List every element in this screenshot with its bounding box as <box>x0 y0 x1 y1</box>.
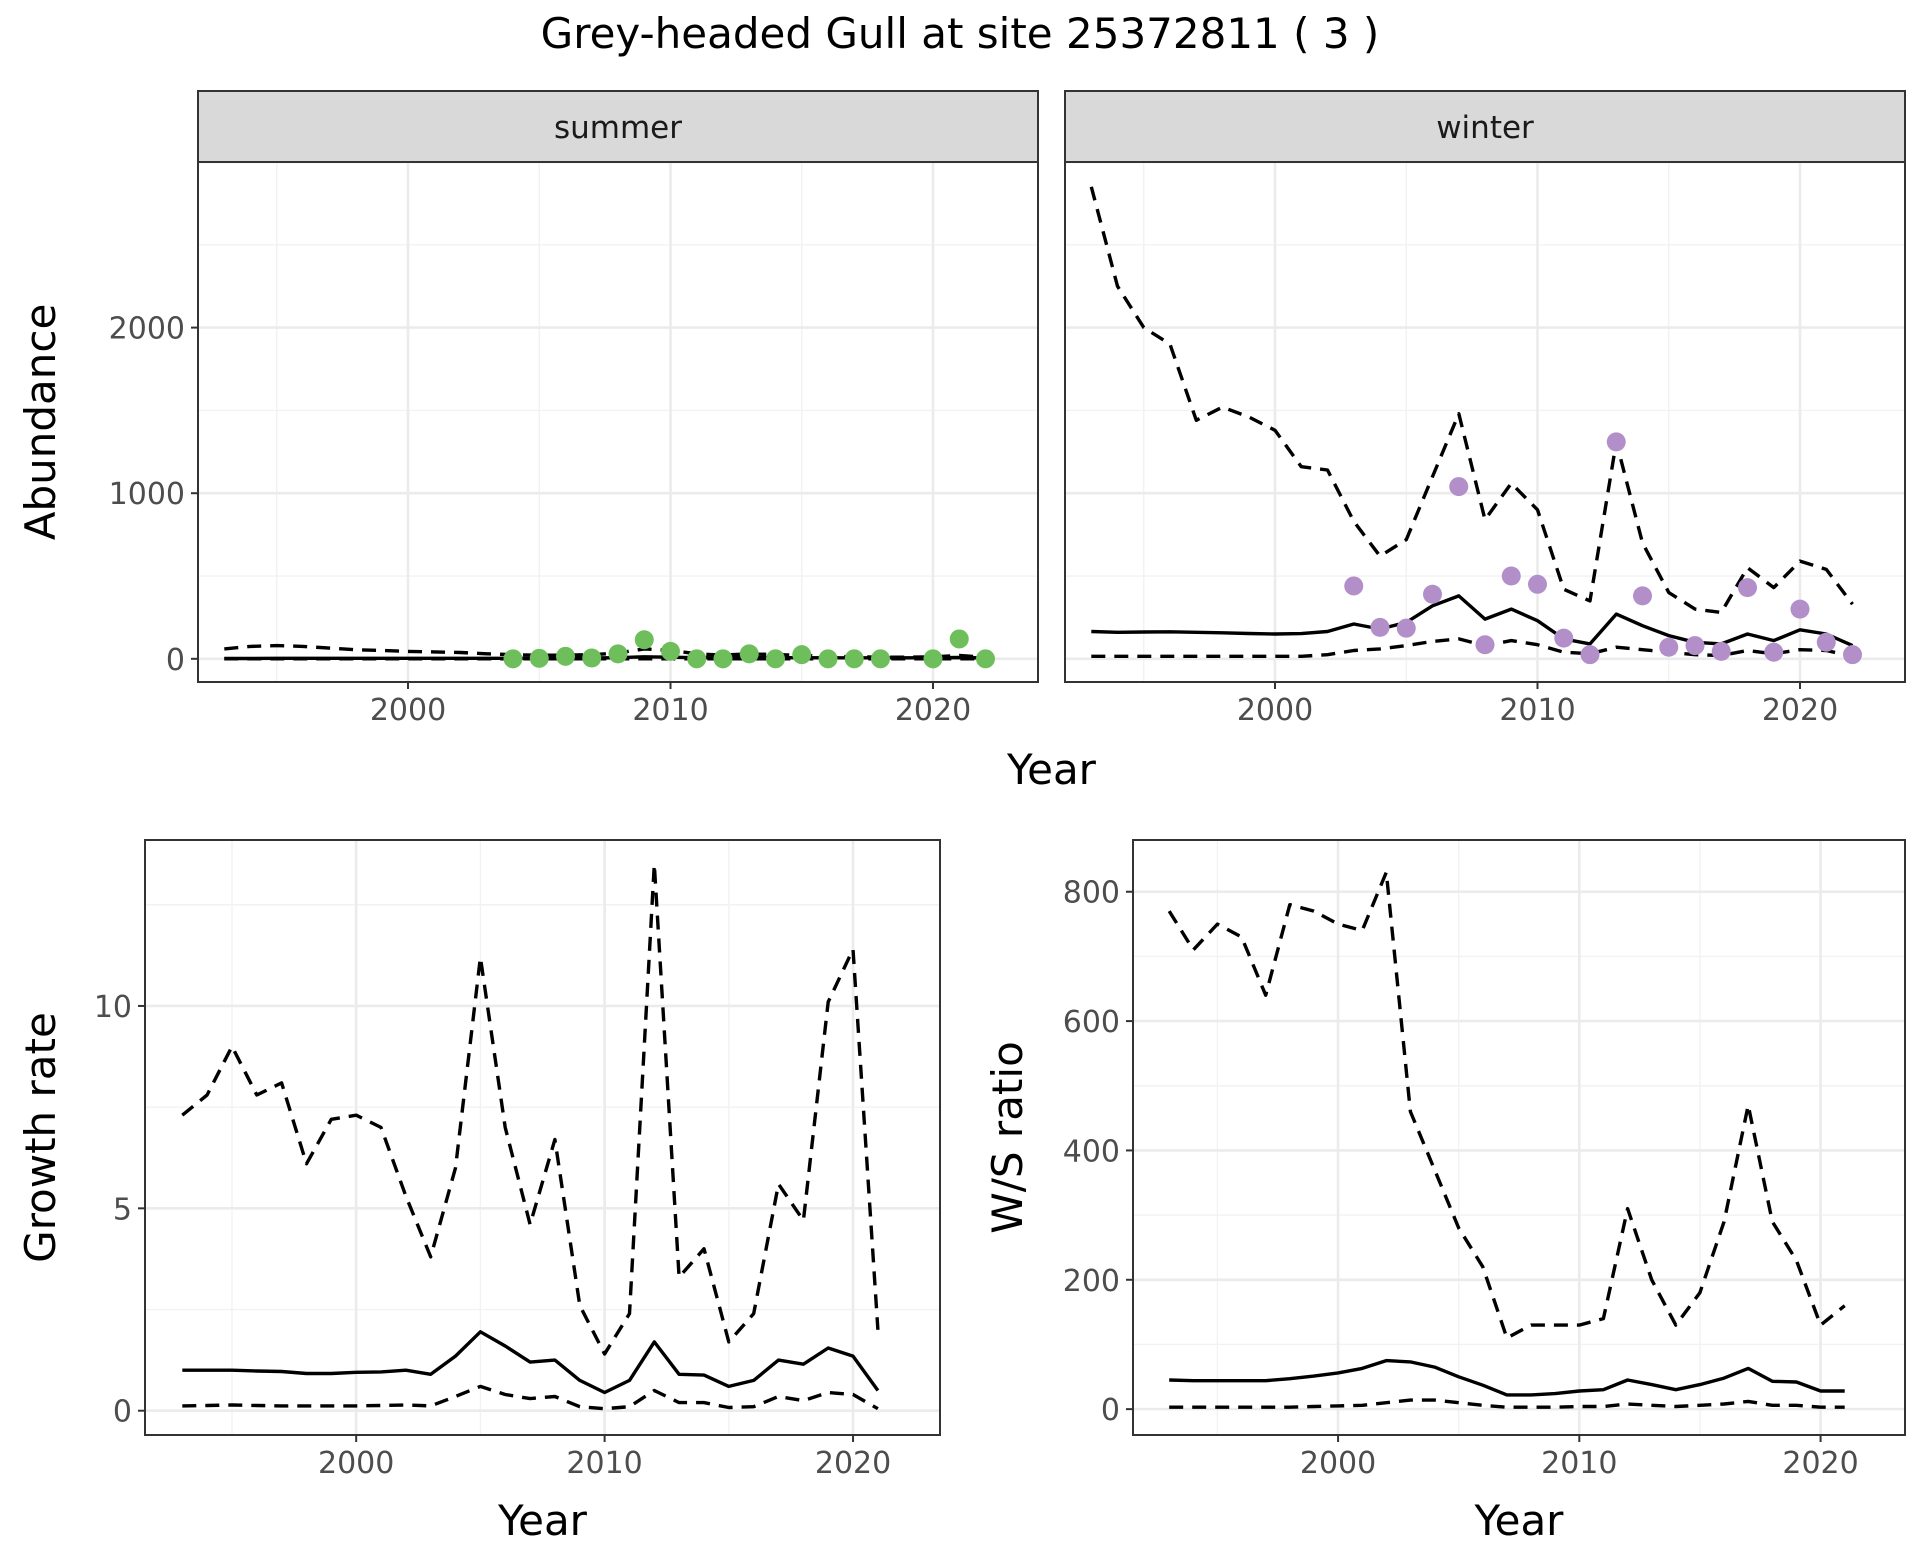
observation-point <box>608 644 628 664</box>
x-tick-label: 2010 <box>1541 1446 1617 1481</box>
facet-strip <box>1064 90 1906 163</box>
observation-point <box>1764 642 1784 662</box>
x-tick-label: 2000 <box>318 1446 394 1481</box>
x-tick-label: 2000 <box>370 693 446 728</box>
observation-point <box>792 645 812 665</box>
lower-bound-line <box>1091 637 1853 658</box>
lower-bound-line <box>182 1384 879 1411</box>
ws-y-axis-title: W/S ratio <box>983 1041 1032 1234</box>
upper-bound-line <box>224 643 986 659</box>
observation-point <box>1344 576 1364 596</box>
y-tick-label: 1000 <box>109 477 185 512</box>
ws-ratio-panel: W/S ratio Year 2000 2010 2020 0 200 400 600 800 <box>983 839 1906 1545</box>
x-tick-label: 2020 <box>1782 1446 1858 1481</box>
x-tick-label: 2020 <box>895 693 971 728</box>
observation-point <box>1790 599 1810 619</box>
x-tick-label: 2010 <box>632 693 708 728</box>
panel-border <box>1064 161 1906 683</box>
observation-point <box>1423 584 1442 604</box>
figure-title: Grey-headed Gull at site 25372811 ( 3 ) <box>541 9 1380 58</box>
observation-point <box>1554 628 1574 648</box>
observation-point <box>1711 641 1731 661</box>
x-tick-label: 2000 <box>1237 693 1313 728</box>
observation-point <box>1501 566 1521 586</box>
observation-point <box>661 641 680 661</box>
y-tick-label: 0 <box>1101 1393 1120 1428</box>
observation-point <box>1396 618 1416 638</box>
upper-bound-line <box>181 862 880 1356</box>
abundance-x-axis-title: Year <box>1006 745 1097 794</box>
upper-bound-line <box>1089 186 1854 615</box>
ws-x-axis-title: Year <box>1474 1496 1565 1545</box>
x-tick-label: 2020 <box>815 1446 891 1481</box>
growth-rate-panel: Growth rate Year 2000 2010 2020 0 5 10 <box>16 839 941 1545</box>
observation-point <box>766 649 785 669</box>
estimate-line <box>182 1330 880 1395</box>
observation-point <box>1738 578 1757 598</box>
facet-strip-label: summer <box>554 110 682 146</box>
observation-point <box>556 646 575 666</box>
observation-point <box>1606 432 1626 452</box>
y-tick-label: 200 <box>1063 1264 1120 1299</box>
y-tick-label: 0 <box>166 643 185 678</box>
y-tick-label: 5 <box>113 1192 132 1227</box>
observation-point <box>739 644 759 664</box>
x-tick-label: 2020 <box>1762 693 1838 728</box>
y-tick-label: 600 <box>1063 1005 1120 1040</box>
observation-point <box>687 649 707 669</box>
observation-point <box>634 630 654 650</box>
x-tick-label: 2010 <box>1499 693 1575 728</box>
observation-point <box>1370 617 1390 637</box>
observation-point <box>871 649 890 669</box>
observation-point <box>1685 636 1705 656</box>
observation-point <box>923 649 943 669</box>
growth-x-axis-title: Year <box>497 1496 588 1545</box>
abundance-panel-winter: 2000 2010 2020 winter <box>1064 90 1906 728</box>
abundance-panel-summer: 2000 2010 2020 0 1000 2000 summer <box>109 90 1039 728</box>
y-tick-label: 10 <box>94 990 132 1025</box>
observation-point <box>503 649 523 669</box>
panel-border <box>1132 839 1906 1436</box>
observation-point <box>1580 645 1600 665</box>
abundance-y-axis-title: Abundance <box>16 304 65 541</box>
panel-border <box>197 161 1039 683</box>
y-tick-label: 2000 <box>109 312 185 347</box>
observation-point <box>1475 635 1495 655</box>
facet-strip <box>197 90 1039 163</box>
observation-point <box>949 629 969 649</box>
y-tick-label: 800 <box>1063 876 1120 911</box>
observation-point <box>818 649 838 669</box>
y-tick-label: 400 <box>1063 1134 1120 1169</box>
growth-y-axis-title: Growth rate <box>16 1012 65 1263</box>
x-tick-label: 2000 <box>1300 1446 1376 1481</box>
observation-point <box>529 648 549 668</box>
observation-point <box>844 649 864 669</box>
observation-point <box>1843 645 1862 665</box>
observation-point <box>1633 586 1652 606</box>
observation-point <box>1449 477 1469 497</box>
estimate-line <box>1169 1358 1845 1397</box>
panel-border <box>144 839 941 1436</box>
upper-bound-line <box>1167 870 1846 1340</box>
x-tick-label: 2010 <box>566 1446 642 1481</box>
observation-point <box>1816 632 1836 652</box>
observation-point <box>582 648 602 668</box>
observation-point <box>1528 574 1547 594</box>
estimate-line <box>1091 594 1854 648</box>
facet-strip-label: winter <box>1436 110 1534 146</box>
observation-point <box>713 649 733 669</box>
lower-bound-line <box>1169 1398 1845 1409</box>
y-tick-label: 0 <box>113 1395 132 1430</box>
observation-point <box>1659 637 1679 657</box>
abundance-axis-titles: Abundance Year <box>16 304 1097 794</box>
observation-point <box>976 649 995 669</box>
